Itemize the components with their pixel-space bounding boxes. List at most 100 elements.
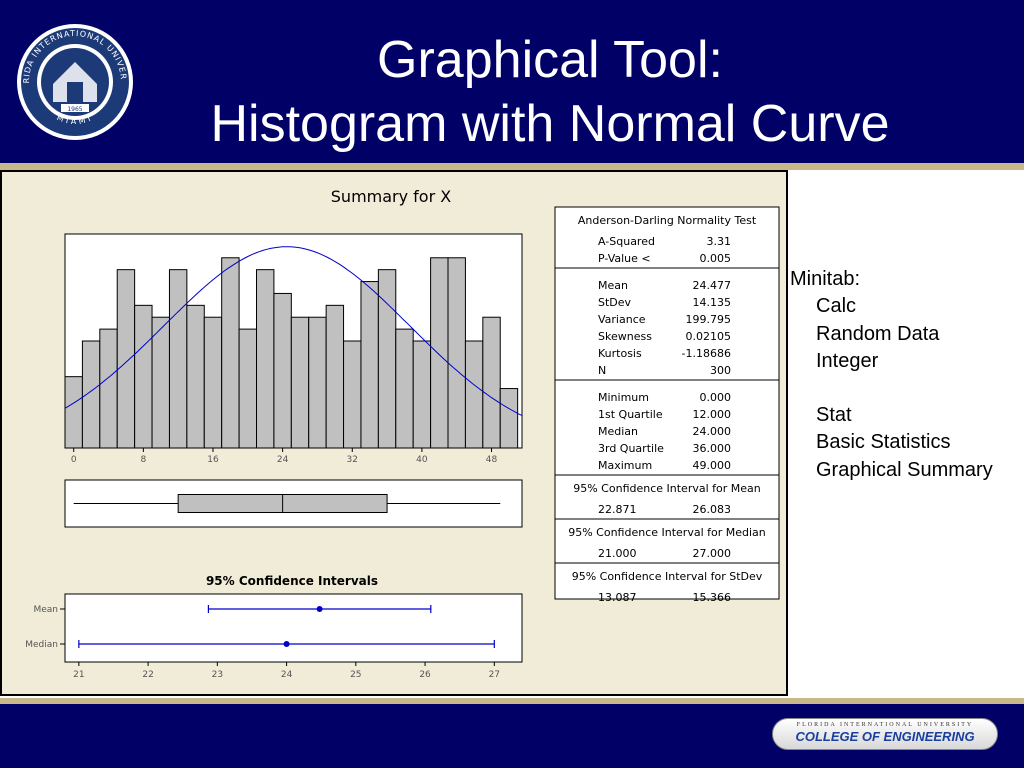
histogram-bar (290, 316, 310, 449)
stats-section-header: 95% Confidence Interval for Median (568, 526, 766, 539)
stats-row-label: N (598, 364, 606, 377)
ci-x-tick-label: 27 (489, 670, 500, 680)
x-tick-label: 32 (347, 455, 358, 465)
histogram-bar (81, 340, 101, 449)
stats-row-label: A-Squared (598, 235, 655, 248)
title-line-2: Histogram with Normal Curve (210, 95, 890, 153)
stats-row-label: Minimum (598, 391, 649, 404)
stats-section-header: 95% Confidence Interval for Mean (573, 482, 761, 495)
ci-x-tick-label: 26 (419, 670, 431, 680)
histogram-bar (238, 328, 258, 449)
stats-row-label: 13.087 (598, 591, 637, 604)
stats-row-label: P-Value < (598, 252, 651, 265)
histogram-bar (151, 316, 170, 449)
ci-category-label: Median (25, 640, 58, 650)
stats-row-label: Skewness (598, 330, 652, 343)
stats-row-label: Maximum (598, 459, 652, 472)
instruction-item: Calc (816, 295, 857, 318)
x-tick-label: 8 (140, 455, 146, 465)
stats-row-value: 24.000 (693, 425, 732, 438)
gold-divider-top (0, 163, 1024, 170)
badge-college-text: COLLEGE OF ENGINEERING (795, 729, 975, 744)
instruction-item: Stat (816, 404, 852, 427)
stats-row-value: 199.795 (686, 313, 732, 326)
university-seal-icon: FLORIDA INTERNATIONAL UNIVERSITY 1965 MI… (15, 22, 133, 140)
stats-row-value: 36.000 (693, 442, 732, 455)
stats-section-header: Anderson-Darling Normality Test (578, 214, 757, 227)
histogram-bar (64, 376, 83, 449)
stats-row-value: 12.000 (693, 408, 732, 421)
histogram-bar (221, 257, 240, 449)
instructions-heading: Minitab: (790, 268, 861, 290)
stats-row-label: 21.000 (598, 547, 637, 560)
slide-header: FLORIDA INTERNATIONAL UNIVERSITY 1965 MI… (0, 0, 1024, 163)
histogram-bars (64, 257, 519, 449)
stats-row-label: StDev (598, 296, 632, 309)
minitab-summary-panel: Summary for X 0 8 16 24 32 40 48 95% Confidenc… (0, 170, 788, 696)
histogram-bar (343, 340, 362, 449)
stats-row-value: 27.000 (693, 547, 732, 560)
boxplot (73, 494, 501, 513)
chart-title: Summary for X (331, 187, 451, 206)
stats-section-header: 95% Confidence Interval for StDev (572, 570, 763, 583)
histogram-bar (412, 340, 432, 449)
ci-point-estimate (283, 641, 290, 647)
stats-row-value: 24.477 (693, 279, 732, 292)
stats-row-value: 0.000 (700, 391, 732, 404)
badge-university-text: FLORIDA INTERNATIONAL UNIVERSITY (796, 722, 974, 728)
histogram-x-ticks: 0 8 16 24 32 40 48 (71, 448, 498, 465)
stats-row-value: 49.000 (693, 459, 732, 472)
x-tick-label: 24 (277, 455, 289, 465)
title-line-1: Graphical Tool: (377, 31, 723, 89)
slide-content: Summary for X 0 8 16 24 32 40 48 95% Confidenc… (0, 170, 1024, 698)
stats-table-frame (554, 206, 780, 600)
ci-plot-area (64, 593, 523, 663)
stats-row-label: 3rd Quartile (598, 442, 664, 455)
stats-row-value: 15.366 (693, 591, 732, 604)
histogram-bar (256, 269, 275, 449)
histogram-bar (447, 257, 466, 449)
histogram-bar (134, 304, 153, 449)
stats-row-label: 22.871 (598, 503, 637, 516)
histogram-bar (499, 388, 519, 449)
stats-row-value: 0.005 (700, 252, 732, 265)
x-tick-label: 0 (71, 455, 77, 465)
histogram-bar (482, 316, 501, 449)
histogram-bar (99, 328, 118, 449)
slide-title: Graphical Tool: Histogram with Normal Cu… (150, 28, 950, 156)
stats-row-value: -1.18686 (682, 347, 731, 360)
ci-point-estimate (316, 606, 323, 612)
histogram-bar (273, 292, 292, 449)
stats-row-label: Mean (598, 279, 628, 292)
ci-x-tick-label: 24 (281, 670, 293, 680)
histogram-bar (325, 304, 345, 449)
ci-x-tick-label: 22 (142, 670, 153, 680)
histogram-bar (203, 316, 223, 449)
normal-curve (64, 246, 523, 417)
ci-x-tick-label: 25 (350, 670, 361, 680)
x-tick-label: 40 (416, 455, 428, 465)
stats-row-value: 0.02105 (686, 330, 732, 343)
histogram-bar (308, 316, 327, 449)
stats-row-value: 300 (710, 364, 731, 377)
histogram-bar (360, 281, 379, 449)
ci-chart-title: 95% Confidence Intervals (206, 574, 378, 588)
histogram-bar (116, 269, 136, 449)
stats-row-label: Kurtosis (598, 347, 642, 360)
histogram-bar (377, 269, 397, 449)
statistics-table: Anderson-Darling Normality Test A-Squared… (554, 206, 780, 604)
ci-category-label: Mean (33, 605, 58, 615)
stats-row-value: 3.31 (707, 235, 732, 248)
stats-row-label: 1st Quartile (598, 408, 663, 421)
ci-x-tick-label: 23 (212, 670, 223, 680)
stats-row-value: 26.083 (693, 503, 732, 516)
histogram-bar (168, 269, 188, 449)
instruction-item: Graphical Summary (816, 458, 993, 481)
histogram-bar (430, 257, 449, 449)
stats-row-label: Variance (598, 313, 646, 326)
histogram-bar (395, 328, 414, 449)
ci-x-tick-label: 21 (73, 670, 84, 680)
instruction-item: Basic Statistics (816, 431, 951, 454)
gold-divider-bottom (0, 698, 1024, 704)
histogram-bar (186, 304, 205, 449)
